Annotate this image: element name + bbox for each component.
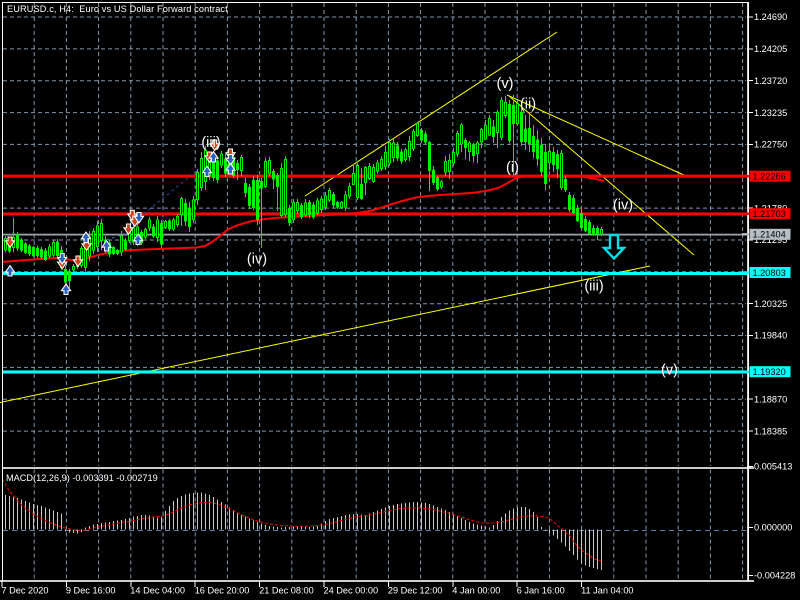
svg-text:1.18870: 1.18870 <box>754 394 787 404</box>
svg-text:1.24690: 1.24690 <box>754 12 787 22</box>
svg-text:0.005413: 0.005413 <box>754 462 792 472</box>
svg-text:1.23720: 1.23720 <box>754 76 787 86</box>
svg-text:0.000000: 0.000000 <box>754 523 792 533</box>
svg-text:EURUSD.c, H4: Euro vs US Doll: EURUSD.c, H4: Euro vs US Dollar Forward … <box>7 4 228 14</box>
svg-text:1.20325: 1.20325 <box>754 299 787 309</box>
svg-text:21 Dec 08:00: 21 Dec 08:00 <box>259 586 314 596</box>
svg-text:24 Dec 00:00: 24 Dec 00:00 <box>324 586 379 596</box>
svg-text:14 Dec 04:00: 14 Dec 04:00 <box>130 586 185 596</box>
svg-text:1.22750: 1.22750 <box>754 140 787 150</box>
svg-text:6 Jan 16:00: 6 Jan 16:00 <box>517 586 565 596</box>
svg-text:(iv): (iv) <box>247 252 267 268</box>
svg-text:16 Dec 20:00: 16 Dec 20:00 <box>195 586 250 596</box>
svg-text:1.22286: 1.22286 <box>753 172 786 182</box>
svg-text:(iii): (iii) <box>584 279 603 295</box>
svg-text:4 Jan 00:00: 4 Jan 00:00 <box>452 586 500 596</box>
svg-text:1.21295: 1.21295 <box>754 235 787 245</box>
svg-text:29 Dec 12:00: 29 Dec 12:00 <box>388 586 443 596</box>
svg-text:(i): (i) <box>506 160 519 176</box>
svg-text:11 Jan 04:00: 11 Jan 04:00 <box>581 586 633 596</box>
svg-text:9 Dec 16:00: 9 Dec 16:00 <box>66 586 116 596</box>
svg-text:MACD(12,26,9) -0.003391 -0.002: MACD(12,26,9) -0.003391 -0.002719 <box>6 473 158 483</box>
svg-text:(ii): (ii) <box>520 97 536 113</box>
svg-text:1.19320: 1.19320 <box>753 367 786 377</box>
svg-text:1.21404: 1.21404 <box>753 230 786 240</box>
svg-text:1.24205: 1.24205 <box>754 44 787 54</box>
svg-text:7 Dec 2020: 7 Dec 2020 <box>2 586 49 596</box>
svg-text:1.20803: 1.20803 <box>753 268 786 278</box>
svg-text:1.23235: 1.23235 <box>754 108 787 118</box>
svg-text:(v): (v) <box>497 76 514 92</box>
svg-text:(iii): (iii) <box>201 135 220 151</box>
svg-text:1.18385: 1.18385 <box>754 426 787 436</box>
svg-text:(v): (v) <box>661 363 678 379</box>
svg-text:(iv): (iv) <box>613 198 633 214</box>
svg-text:1.19840: 1.19840 <box>754 331 787 341</box>
svg-text:-0.004228: -0.004228 <box>754 571 795 581</box>
svg-text:1.21703: 1.21703 <box>753 209 786 219</box>
